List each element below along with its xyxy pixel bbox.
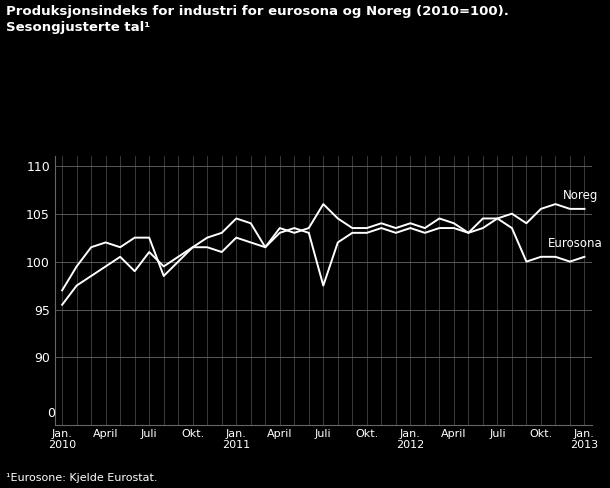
Text: ¹Eurosone: Kjelde Eurostat.: ¹Eurosone: Kjelde Eurostat. [6, 473, 157, 483]
Text: Noreg: Noreg [562, 189, 598, 202]
Text: 0: 0 [47, 407, 55, 420]
Text: Eurosona: Eurosona [548, 237, 603, 250]
Text: Produksjonsindeks for industri for eurosona og Noreg (2010=100).
Sesongjusterte : Produksjonsindeks for industri for euros… [6, 5, 509, 34]
